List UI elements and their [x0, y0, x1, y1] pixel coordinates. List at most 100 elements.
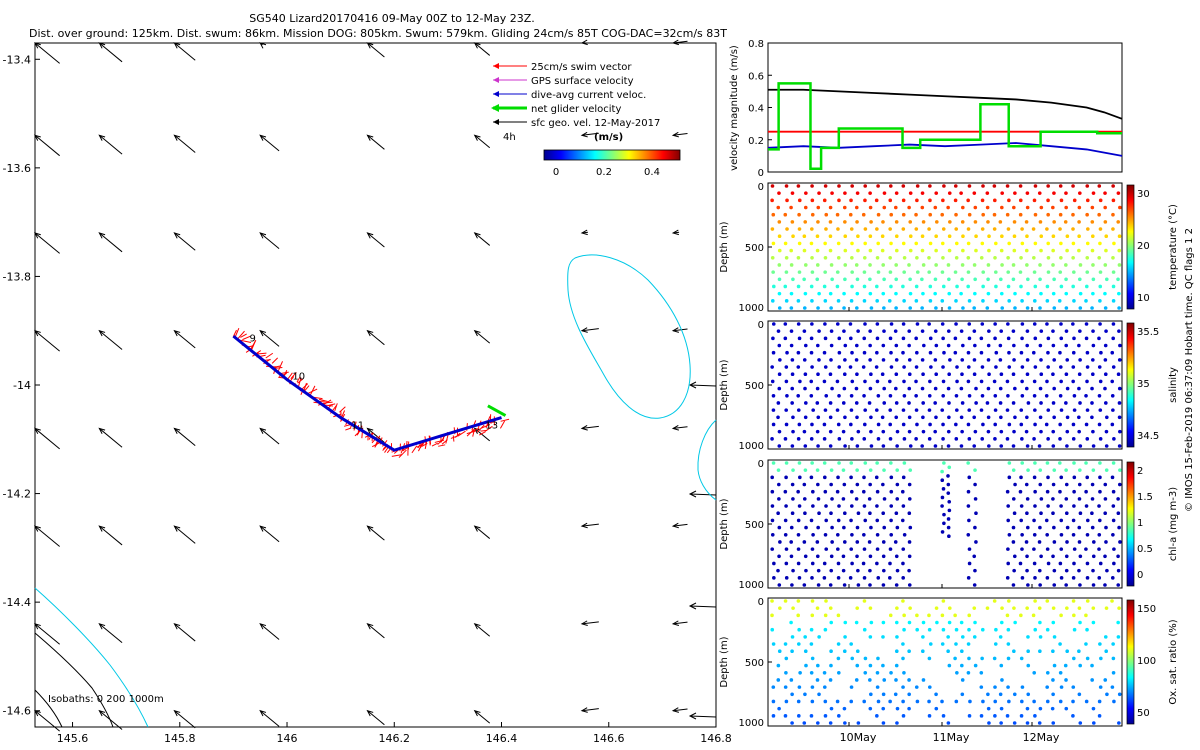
profile-point	[876, 393, 881, 398]
profile-point	[1052, 415, 1056, 420]
profile-point	[1046, 350, 1050, 355]
profile-point	[981, 270, 986, 274]
geo-arrow	[688, 490, 717, 498]
profile-point	[966, 670, 971, 675]
profile-point	[961, 205, 965, 210]
geo-arrow	[173, 623, 196, 642]
geo-arrow-head	[473, 427, 481, 434]
profile-point	[1006, 642, 1011, 646]
profile-point	[836, 241, 841, 246]
profile-point	[1059, 241, 1063, 246]
profile-point	[927, 227, 931, 231]
profile-point	[894, 649, 899, 654]
profile-point	[867, 401, 872, 405]
profile-point	[895, 444, 899, 448]
profile-point	[855, 291, 860, 296]
profile-point	[888, 255, 892, 260]
profile-point	[881, 511, 886, 516]
profile-point	[933, 329, 938, 333]
profile-point	[1091, 606, 1096, 610]
profile-point	[1025, 358, 1030, 362]
profile-point	[1020, 336, 1024, 341]
profile-xtick-label: 12May	[1023, 731, 1060, 744]
profile-point	[1051, 343, 1056, 348]
profile-point	[1026, 663, 1031, 668]
profile-point	[1046, 408, 1051, 412]
profile-ytick-label: 0	[758, 597, 764, 608]
profile-point	[1078, 721, 1083, 725]
profile-point	[784, 365, 789, 369]
profile-point	[777, 234, 782, 239]
geo-arrow	[473, 623, 491, 637]
swim-vector	[472, 429, 475, 437]
profile-point	[1026, 649, 1030, 654]
swim-vector	[445, 434, 449, 444]
profile-point	[908, 191, 913, 195]
profile-point	[1025, 525, 1030, 530]
profile-point	[927, 270, 931, 274]
profile-point	[836, 613, 841, 618]
profile-point	[770, 198, 774, 203]
profile-point	[783, 642, 788, 646]
map-ytick-label: -14.4	[3, 596, 31, 609]
profile-point	[784, 670, 788, 675]
profile-point	[966, 284, 970, 289]
geo-arrow-head	[688, 381, 697, 389]
profile-point	[985, 306, 990, 310]
profile-point	[880, 415, 885, 420]
profile-point	[946, 329, 951, 333]
colorbar-label: chl-a (mg m-3)	[1168, 487, 1179, 561]
profile-ytick-label: 1000	[739, 441, 764, 452]
profile-point	[777, 191, 781, 195]
profile-point	[816, 497, 821, 501]
profile-point	[1099, 656, 1103, 661]
profile-point	[894, 358, 899, 362]
profile-ytick-label: 0	[758, 459, 764, 470]
profile-point	[849, 685, 854, 689]
geo-arrow-head	[671, 327, 680, 333]
profile-point	[1024, 220, 1029, 224]
profile-point	[876, 212, 881, 217]
profile-point	[803, 291, 808, 296]
geo-arrow-shaft	[34, 623, 60, 645]
profile-point	[842, 583, 847, 587]
profile-point	[1063, 220, 1068, 224]
profile-point	[835, 322, 840, 326]
profile-point	[1090, 482, 1095, 487]
profile-point	[1097, 699, 1102, 704]
geo-arrow	[34, 525, 60, 547]
profile-point	[902, 532, 907, 537]
swim-vector	[479, 431, 486, 436]
profile-point	[959, 291, 963, 296]
profile-point	[1051, 721, 1056, 725]
profile-point	[915, 627, 919, 632]
profile-point	[974, 386, 978, 391]
profile-point	[1020, 685, 1025, 689]
profile-point	[882, 329, 886, 333]
profile-point	[933, 386, 938, 391]
profile-point	[1039, 372, 1044, 377]
profile-point	[954, 642, 958, 646]
profile-point	[1078, 291, 1083, 296]
profile-point	[914, 365, 919, 369]
geo-arrow	[366, 329, 385, 346]
profile-point	[946, 649, 950, 654]
profile-point	[1090, 678, 1094, 682]
geo-arrow-head	[580, 522, 588, 529]
geo-arrow	[473, 525, 491, 539]
profile-point	[1052, 635, 1057, 639]
profile-point	[993, 437, 997, 441]
profile-point	[921, 372, 925, 377]
profile-point	[998, 220, 1003, 224]
profile-point	[802, 583, 807, 587]
profile-point	[868, 386, 873, 391]
profile-point	[959, 329, 964, 333]
geo-arrow-head	[688, 490, 697, 498]
profile-point	[967, 365, 971, 369]
profile-point	[868, 277, 872, 282]
profile-point	[862, 532, 866, 537]
geo-arrow	[259, 709, 280, 727]
profile-point	[862, 393, 866, 398]
profile-point	[947, 234, 952, 239]
